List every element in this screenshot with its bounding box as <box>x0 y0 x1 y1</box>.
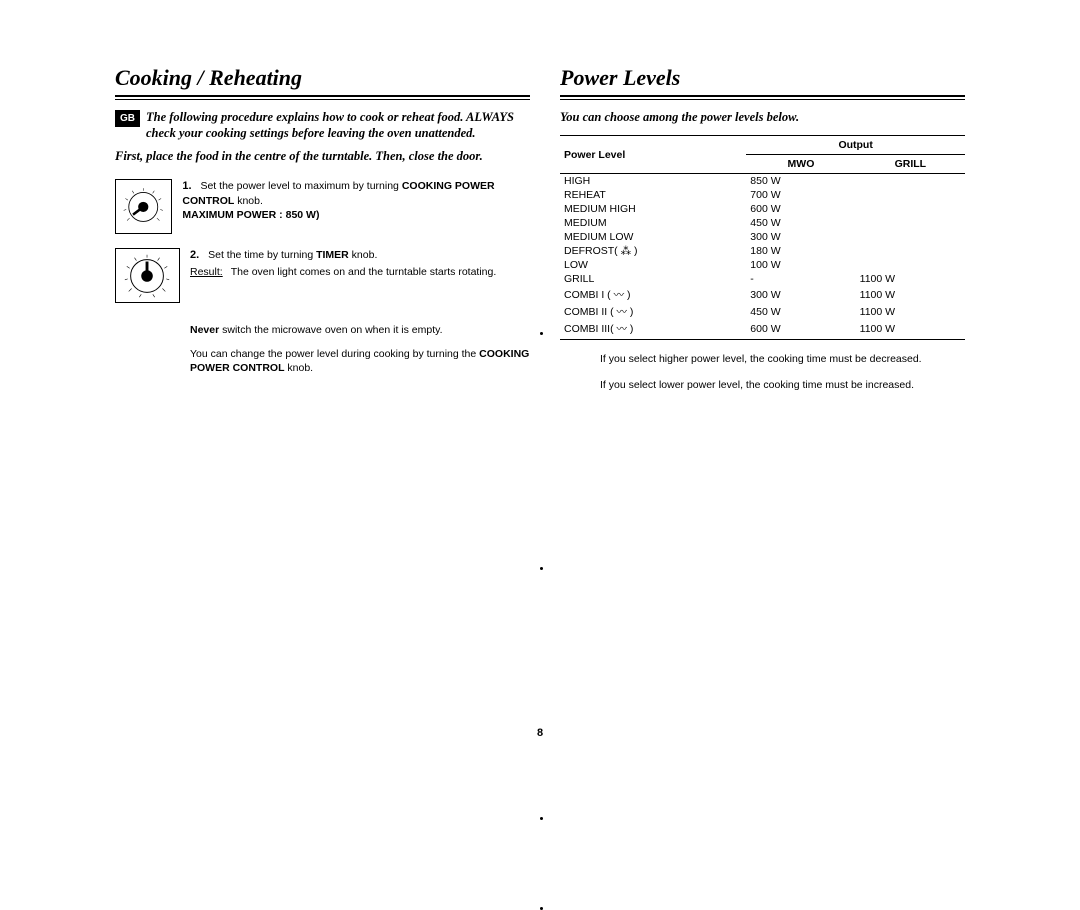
cell-mwo: - <box>746 272 855 286</box>
rule-top <box>115 95 530 97</box>
cell-grill <box>856 216 965 230</box>
cell-level: COMBI II ( 〰 ) <box>560 303 746 320</box>
th-output: Output <box>746 136 965 155</box>
right-note-lower: If you select lower power level, the coo… <box>600 378 965 392</box>
table-row: COMBI II ( 〰 )450 W1100 W <box>560 303 965 320</box>
step-row: 1. Set the power level to maximum by tur… <box>115 179 530 234</box>
sub-intro: First, place the food in the centre of t… <box>115 149 530 165</box>
cell-grill <box>856 202 965 216</box>
cell-grill: 1100 W <box>856 286 965 303</box>
cell-level: MEDIUM <box>560 216 746 230</box>
cell-mwo: 450 W <box>746 216 855 230</box>
cell-grill: 1100 W <box>856 320 965 340</box>
power-levels-table: Power Level Output MWO GRILL HIGH850 WRE… <box>560 135 965 340</box>
rule-bot <box>560 99 965 100</box>
cell-level: COMBI I ( 〰 ) <box>560 286 746 303</box>
note-bold: Never <box>190 324 219 336</box>
cell-mwo: 300 W <box>746 230 855 244</box>
step-extra-bold: MAXIMUM POWER : 850 W) <box>182 209 319 221</box>
page-number: 8 <box>537 727 543 739</box>
section-title-left: Cooking / Reheating <box>115 65 530 91</box>
table-row: HIGH850 W <box>560 174 965 189</box>
table-row: MEDIUM450 W <box>560 216 965 230</box>
cell-mwo: 600 W <box>746 202 855 216</box>
table-row: GRILL-1100 W <box>560 272 965 286</box>
cell-grill: 1100 W <box>856 303 965 320</box>
note-change-power: You can change the power level during co… <box>190 347 530 375</box>
result-label: Result: <box>190 265 223 279</box>
cell-grill <box>856 258 965 272</box>
cell-mwo: 450 W <box>746 303 855 320</box>
power-dial-diagram <box>115 179 172 234</box>
table-row: COMBI I ( 〰 )300 W1100 W <box>560 286 965 303</box>
right-note-higher: If you select higher power level, the co… <box>600 352 965 366</box>
step-text: Set the time by turning <box>208 249 316 261</box>
cell-level: MEDIUM HIGH <box>560 202 746 216</box>
table-row: COMBI III( 〰 )600 W1100 W <box>560 320 965 340</box>
note2-pre: You can change the power level during co… <box>190 348 479 360</box>
step-row: 2. Set the time by turning TIMER knob. R… <box>115 248 530 303</box>
cell-mwo: 300 W <box>746 286 855 303</box>
cell-grill <box>856 188 965 202</box>
cell-grill <box>856 174 965 189</box>
cell-level: MEDIUM LOW <box>560 230 746 244</box>
cell-mwo: 180 W <box>746 244 855 258</box>
cell-mwo: 700 W <box>746 188 855 202</box>
table-row: LOW100 W <box>560 258 965 272</box>
cell-grill <box>856 230 965 244</box>
cell-mwo: 100 W <box>746 258 855 272</box>
timer-dial-diagram <box>115 248 180 303</box>
cell-level: HIGH <box>560 174 746 189</box>
table-row: DEFROST( ⁂ )180 W <box>560 244 965 258</box>
table-row: MEDIUM LOW300 W <box>560 230 965 244</box>
note2-post: knob. <box>285 362 314 374</box>
note-empty: Never switch the microwave oven on when … <box>190 323 530 337</box>
th-power-level: Power Level <box>560 136 746 174</box>
result-text: The oven light comes on and the turntabl… <box>231 265 497 279</box>
cell-level: LOW <box>560 258 746 272</box>
cell-level: COMBI III( 〰 ) <box>560 320 746 340</box>
right-intro: You can choose among the power levels be… <box>560 110 965 125</box>
rule-top <box>560 95 965 97</box>
rule-bot <box>115 99 530 100</box>
step-number: 2. <box>190 249 199 261</box>
cell-level: REHEAT <box>560 188 746 202</box>
section-title-right: Power Levels <box>560 65 965 91</box>
th-mwo: MWO <box>746 155 855 174</box>
table-row: REHEAT700 W <box>560 188 965 202</box>
note-rest: switch the microwave oven on when it is … <box>219 324 442 336</box>
step-bold: TIMER <box>316 249 349 261</box>
table-row: MEDIUM HIGH600 W <box>560 202 965 216</box>
step-text: Set the power level to maximum by turnin… <box>200 180 401 192</box>
cell-grill <box>856 244 965 258</box>
step-text-post: knob. <box>349 249 378 261</box>
cell-grill: 1100 W <box>856 272 965 286</box>
th-grill: GRILL <box>856 155 965 174</box>
cell-mwo: 600 W <box>746 320 855 340</box>
intro-block: GB The following procedure explains how … <box>115 110 530 141</box>
step-text-post: knob. <box>234 195 263 207</box>
country-badge: GB <box>115 110 140 127</box>
step-number: 1. <box>182 180 191 192</box>
cell-mwo: 850 W <box>746 174 855 189</box>
intro-text: The following procedure explains how to … <box>146 110 530 141</box>
cell-level: GRILL <box>560 272 746 286</box>
cell-level: DEFROST( ⁂ ) <box>560 244 746 258</box>
